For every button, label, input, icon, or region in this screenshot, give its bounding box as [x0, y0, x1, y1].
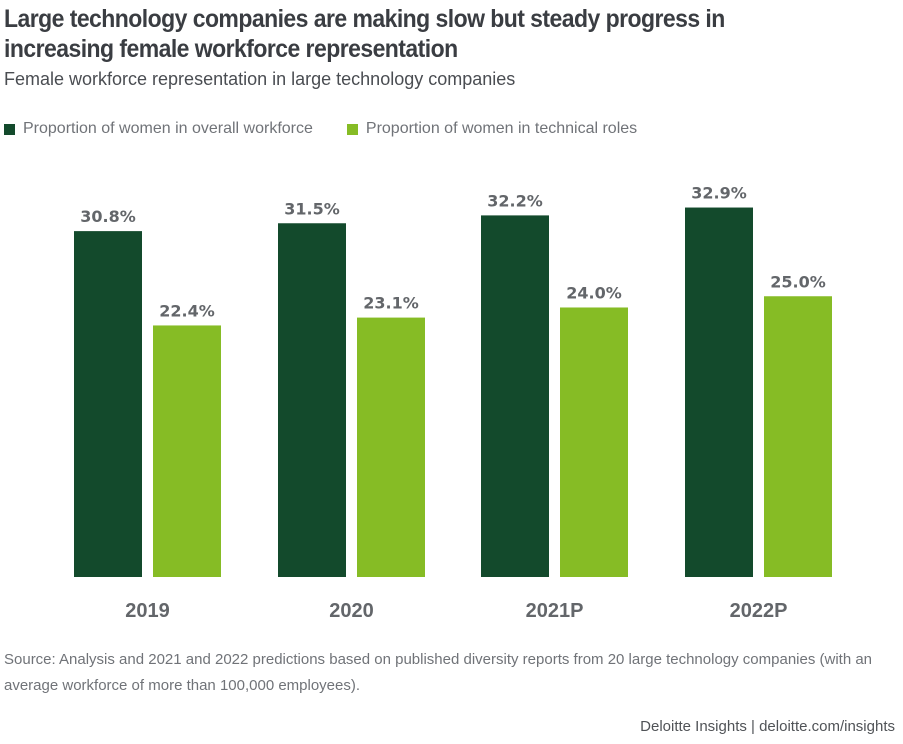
value-label-overall-2022P: 32.9% — [691, 184, 747, 203]
category-label-2020: 2020 — [329, 600, 374, 622]
bar-technical-2019 — [153, 325, 221, 577]
bar-overall-2021P — [481, 215, 549, 578]
bar-technical-2021P — [560, 307, 628, 577]
bar-overall-2020 — [278, 223, 346, 577]
value-label-overall-2019: 30.8% — [80, 207, 136, 226]
legend-swatch-overall — [4, 123, 15, 135]
value-label-technical-2022P: 25.0% — [770, 272, 826, 291]
bar-overall-2019 — [74, 231, 142, 577]
value-label-technical-2021P: 24.0% — [566, 283, 622, 302]
value-label-overall-2021P: 32.2% — [487, 191, 543, 210]
legend: Proportion of women in overall workforce… — [4, 120, 671, 138]
category-label-2022P: 2022P — [730, 600, 788, 622]
legend-swatch-technical — [346, 123, 358, 135]
legend-item-technical: Proportion of women in technical roles — [346, 120, 638, 138]
legend-label-technical: Proportion of women in technical roles — [365, 120, 638, 137]
legend-item-overall: Proportion of women in overall workforce — [4, 120, 313, 138]
value-label-technical-2020: 23.1% — [363, 294, 419, 313]
chart-title: Large technology companies are making sl… — [4, 5, 725, 63]
legend-label-overall: Proportion of women in overall workforce — [23, 120, 313, 137]
bar-overall-2022P — [685, 207, 753, 577]
value-label-overall-2020: 31.5% — [284, 199, 340, 218]
value-label-technical-2019: 22.4% — [159, 301, 215, 320]
bar-technical-2022P — [764, 296, 832, 577]
bar-chart: 30.8% 22.4% 2019 31.5% 23.1% 2020 32.2% 24.0% 20… — [74, 184, 832, 622]
chart-subtitle: Female workforce representation in large… — [4, 69, 516, 89]
source-note: Source: Analysis and 2021 and 2022 predi… — [4, 651, 873, 694]
category-label-2021P: 2021P — [526, 600, 584, 622]
bar-technical-2020 — [357, 317, 425, 577]
credit-line: Deloitte Insights | deloitte.com/insight… — [640, 718, 895, 735]
category-label-2019: 2019 — [125, 600, 170, 622]
